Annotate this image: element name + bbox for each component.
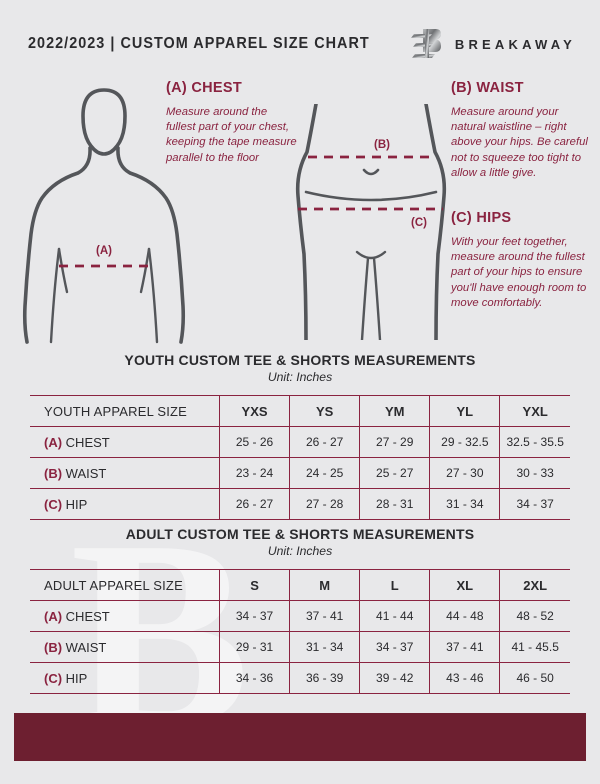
- note-chest: (A) CHEST Measure around the fullest par…: [166, 80, 298, 166]
- table-row: (A) CHEST 25 - 26 26 - 27 27 - 29 29 - 3…: [30, 426, 570, 458]
- youth-r0-c3: 29 - 32.5: [429, 426, 501, 458]
- table-header-row: YOUTH APPAREL SIZE YXS YS YM YL YXL: [30, 395, 570, 427]
- youth-col-1: YS: [289, 395, 361, 427]
- page-header: 2022/2023 | CUSTOM APPAREL SIZE CHART: [0, 24, 600, 64]
- adult-r2-c3: 43 - 46: [429, 662, 501, 694]
- adult-measurements-block: ADULT CUSTOM TEE & SHORTS MEASUREMENTS U…: [0, 526, 600, 694]
- measure-name: HIP: [65, 670, 88, 686]
- brand-lockup: BREAKAWAY: [410, 24, 576, 64]
- note-chest-body: Measure around the fullest part of your …: [166, 106, 297, 164]
- table-row: (B) WAIST 23 - 24 24 - 25 25 - 27 27 - 3…: [30, 457, 570, 489]
- adult-r2-c0: 34 - 36: [219, 662, 291, 694]
- measure-code: (C): [44, 496, 63, 512]
- note-hips-heading: (C) HIPS: [451, 210, 512, 226]
- page-title: 2022/2023 | CUSTOM APPAREL SIZE CHART: [28, 35, 370, 52]
- note-chest-heading: (A) CHEST: [166, 80, 242, 96]
- adult-table-title: ADULT CUSTOM TEE & SHORTS MEASUREMENTS: [125, 526, 475, 542]
- note-hips-body: With your feet together, measure around …: [451, 236, 587, 309]
- youth-r0-c4: 32.5 - 35.5: [499, 426, 570, 458]
- note-waist-heading: (B) WAIST: [451, 80, 524, 96]
- adult-r2-c2: 39 - 42: [359, 662, 431, 694]
- youth-table-unit: Unit: Inches: [267, 370, 333, 384]
- youth-col-4: YXL: [499, 395, 570, 427]
- table-header-row: ADULT APPAREL SIZE S M L XL 2XL: [30, 569, 570, 601]
- brand-name: BREAKAWAY: [454, 36, 576, 52]
- youth-row-1-label: (B) WAIST: [30, 457, 220, 489]
- table-row: (C) HIP 26 - 27 27 - 28 28 - 31 31 - 34 …: [30, 488, 570, 520]
- chest-measure-label: (A): [96, 245, 112, 257]
- measure-code: (A): [44, 608, 63, 624]
- note-waist-body: Measure around your natural waistline – …: [451, 106, 588, 179]
- youth-r1-c1: 24 - 25: [289, 457, 361, 489]
- adult-row-1-label: (B) WAIST: [30, 631, 220, 663]
- note-hips: (C) HIPS With your feet together, measur…: [451, 210, 597, 311]
- breakaway-b-logo-icon: [410, 29, 441, 58]
- youth-r2-c0: 26 - 27: [219, 488, 291, 520]
- youth-row-2-label: (C) HIP: [30, 488, 220, 520]
- measure-name: CHEST: [65, 608, 110, 624]
- note-waist: (B) WAIST Measure around your natural wa…: [451, 80, 591, 181]
- adult-r1-c1: 31 - 34: [289, 631, 361, 663]
- lower-body-hips-figure: (B) (C): [295, 104, 447, 340]
- youth-r2-c4: 34 - 37: [499, 488, 570, 520]
- adult-r0-c4: 48 - 52: [499, 600, 570, 632]
- adult-r2-c4: 46 - 50: [499, 662, 570, 694]
- adult-r1-c3: 37 - 41: [429, 631, 501, 663]
- youth-measurements-block: YOUTH CUSTOM TEE & SHORTS MEASUREMENTS U…: [0, 352, 600, 520]
- table-row: (C) HIP 34 - 36 36 - 39 39 - 42 43 - 46 …: [30, 662, 570, 694]
- measure-code: (B): [44, 465, 63, 481]
- youth-r1-c3: 27 - 30: [429, 457, 501, 489]
- adult-col-4: 2XL: [499, 569, 570, 601]
- table-row: (B) WAIST 29 - 31 31 - 34 34 - 37 37 - 4…: [30, 631, 570, 663]
- footer-bar: [14, 713, 586, 761]
- adult-r0-c0: 34 - 37: [219, 600, 291, 632]
- adult-size-table: ADULT APPAREL SIZE S M L XL 2XL (A) CHES…: [30, 569, 570, 694]
- youth-r1-c2: 25 - 27: [359, 457, 431, 489]
- youth-r2-c2: 28 - 31: [359, 488, 431, 520]
- youth-row-0-label: (A) CHEST: [30, 426, 220, 458]
- adult-row-2-label: (C) HIP: [30, 662, 220, 694]
- youth-row-header-label: YOUTH APPAREL SIZE: [30, 395, 220, 427]
- adult-col-1: M: [289, 569, 361, 601]
- adult-r0-c3: 44 - 48: [429, 600, 501, 632]
- adult-r0-c2: 41 - 44: [359, 600, 431, 632]
- youth-r0-c1: 26 - 27: [289, 426, 361, 458]
- upper-body-torso-figure: (A): [22, 88, 186, 344]
- adult-col-0: S: [219, 569, 291, 601]
- youth-r2-c1: 27 - 28: [289, 488, 361, 520]
- measure-name: WAIST: [65, 465, 107, 481]
- adult-row-header-label: ADULT APPAREL SIZE: [30, 569, 220, 601]
- measure-name: CHEST: [65, 434, 110, 450]
- youth-r0-c2: 27 - 29: [359, 426, 431, 458]
- measure-name: HIP: [65, 496, 88, 512]
- youth-r0-c0: 25 - 26: [219, 426, 291, 458]
- hip-measure-label: (C): [411, 217, 427, 229]
- measure-name: WAIST: [65, 639, 107, 655]
- youth-col-3: YL: [429, 395, 501, 427]
- adult-r0-c1: 37 - 41: [289, 600, 361, 632]
- youth-table-title: YOUTH CUSTOM TEE & SHORTS MEASUREMENTS: [124, 352, 476, 368]
- adult-row-0-label: (A) CHEST: [30, 600, 220, 632]
- youth-r2-c3: 31 - 34: [429, 488, 501, 520]
- youth-col-2: YM: [359, 395, 431, 427]
- measure-code: (B): [44, 639, 63, 655]
- adult-r1-c2: 34 - 37: [359, 631, 431, 663]
- waist-measure-label: (B): [374, 139, 390, 151]
- adult-r1-c4: 41 - 45.5: [499, 631, 570, 663]
- youth-r1-c0: 23 - 24: [219, 457, 291, 489]
- adult-r1-c0: 29 - 31: [219, 631, 291, 663]
- youth-size-table: YOUTH APPAREL SIZE YXS YS YM YL YXL (A) …: [30, 395, 570, 520]
- adult-r2-c1: 36 - 39: [289, 662, 361, 694]
- measure-code: (C): [44, 670, 63, 686]
- adult-col-3: XL: [429, 569, 501, 601]
- table-row: (A) CHEST 34 - 37 37 - 41 41 - 44 44 - 4…: [30, 600, 570, 632]
- measure-code: (A): [44, 434, 63, 450]
- adult-table-unit: Unit: Inches: [267, 544, 333, 558]
- youth-col-0: YXS: [219, 395, 291, 427]
- adult-col-2: L: [359, 569, 431, 601]
- youth-r1-c4: 30 - 33: [499, 457, 570, 489]
